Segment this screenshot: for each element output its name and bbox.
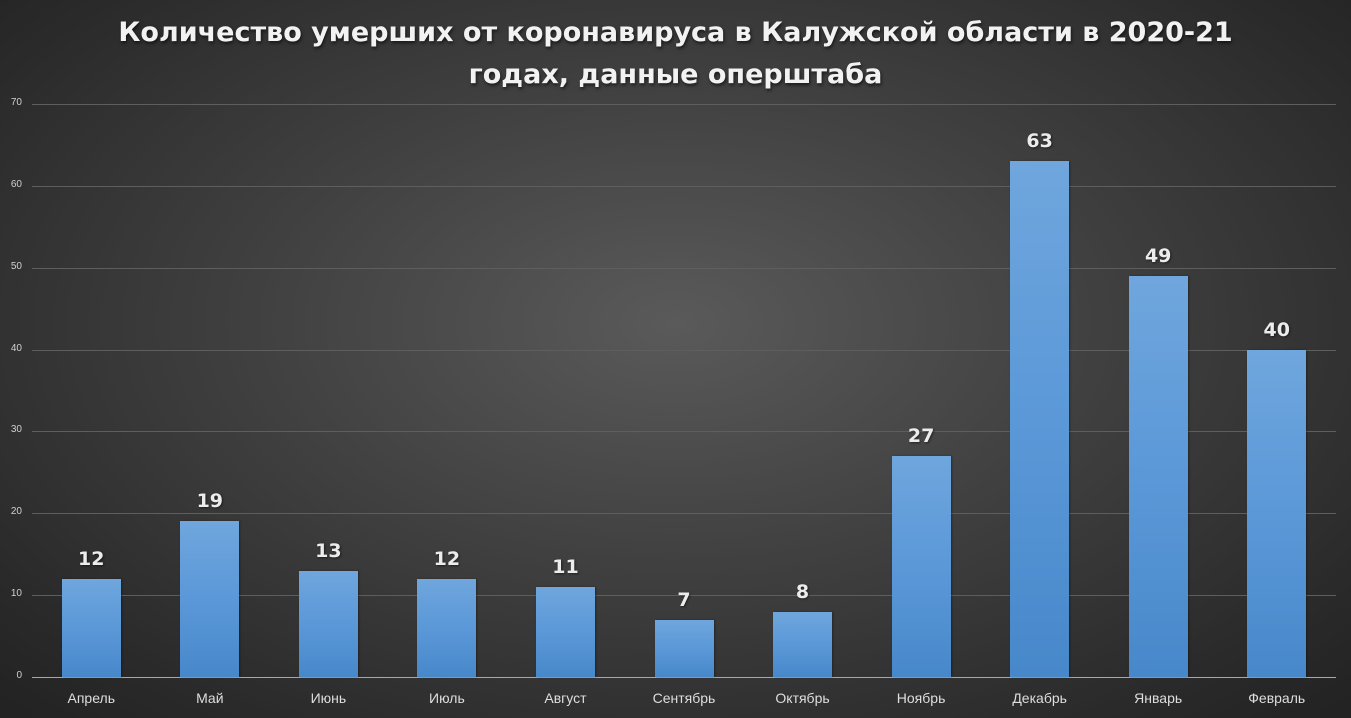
bar-2 <box>180 521 240 677</box>
x-tick-label: Февраль <box>1248 690 1306 706</box>
x-tick-label: Январь <box>1134 690 1183 706</box>
gridline <box>32 431 1336 433</box>
x-tick-label: Декабрь <box>1012 690 1067 706</box>
y-tick-label: 50 <box>10 260 22 272</box>
data-label: 19 <box>196 490 224 513</box>
x-tick-label: Сентябрь <box>652 690 716 706</box>
gridline <box>32 267 1336 269</box>
gridline <box>32 595 1336 597</box>
data-label: 13 <box>315 539 342 562</box>
plot-area: 12 19 13 12 11 7 8 27 63 49 40 <box>32 104 1336 678</box>
gridline <box>32 349 1336 351</box>
bar-5 <box>535 586 595 677</box>
y-tick-label: 20 <box>10 506 22 518</box>
chart-title-line-2: годах, данные оперштаба <box>468 59 883 90</box>
x-tick-label: Июль <box>429 690 465 706</box>
bar-6 <box>654 619 714 677</box>
gridline <box>32 104 1336 105</box>
bar-7 <box>773 611 833 677</box>
bar-8 <box>891 455 951 677</box>
y-tick-label: 0 <box>16 670 22 681</box>
x-tick-label: Октябрь <box>775 690 830 706</box>
data-label: 7 <box>677 588 691 611</box>
data-label: 49 <box>1144 244 1172 267</box>
chart-title: Количество умерших от коронавируса в Кал… <box>0 12 1351 96</box>
data-label: 12 <box>78 547 105 570</box>
bar-11 <box>1247 349 1307 677</box>
bar-10 <box>1128 275 1188 677</box>
bar-4 <box>417 578 477 677</box>
gridline <box>32 185 1336 187</box>
x-tick-label: Май <box>196 690 224 706</box>
x-tick-label: Август <box>544 690 587 706</box>
y-tick-label: 30 <box>10 424 22 436</box>
data-label: 8 <box>795 580 810 603</box>
y-tick-label: 60 <box>10 178 22 190</box>
y-tick-label: 70 <box>10 97 22 108</box>
x-axis-line <box>32 677 1336 678</box>
chart-title-line-1: Количество умерших от коронавируса в Кал… <box>118 17 1233 48</box>
bar-1 <box>61 578 121 677</box>
gridline <box>32 513 1336 515</box>
x-tick-label: Ноябрь <box>896 690 946 706</box>
data-label: 12 <box>433 547 461 570</box>
x-tick-label: Апрель <box>67 690 116 706</box>
y-tick-label: 10 <box>10 588 22 600</box>
data-label: 27 <box>907 424 935 447</box>
data-label: 63 <box>1026 130 1053 153</box>
bar-3 <box>298 570 358 677</box>
y-tick-label: 40 <box>10 342 22 354</box>
data-label: 40 <box>1263 318 1290 341</box>
bar-9 <box>1010 161 1070 677</box>
x-tick-label: Июнь <box>310 690 347 706</box>
data-label: 11 <box>552 555 579 578</box>
